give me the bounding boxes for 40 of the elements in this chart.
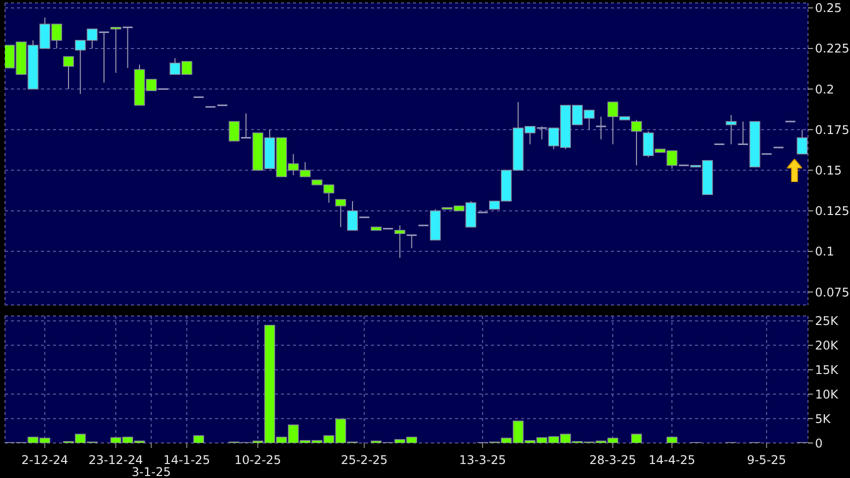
candlestick bbox=[240, 112, 252, 139]
candlestick bbox=[726, 114, 737, 145]
y-tick-label: 25K bbox=[815, 314, 840, 328]
candlestick bbox=[63, 56, 74, 90]
y-tick-label: 0.2 bbox=[815, 82, 834, 96]
candlestick bbox=[122, 26, 134, 68]
candlestick bbox=[98, 31, 110, 84]
y-tick-label: 5K bbox=[815, 412, 832, 426]
bar bbox=[666, 436, 678, 443]
x-tick-label: 3-1-25 bbox=[132, 465, 171, 478]
y-tick-label: 0.075 bbox=[815, 285, 850, 300]
candlestick bbox=[595, 116, 607, 140]
candlestick bbox=[536, 126, 548, 140]
bar bbox=[631, 434, 642, 443]
x-tick-label: 28-3-25 bbox=[589, 453, 636, 467]
y-tick-label: 15K bbox=[815, 362, 840, 377]
x-tick-label: 14-1-25 bbox=[163, 453, 210, 467]
candlestick bbox=[737, 121, 749, 146]
y-tick-label: 0 bbox=[815, 436, 823, 450]
y-tick-label: 0.225 bbox=[815, 42, 850, 56]
x-tick-label: 14-4-25 bbox=[648, 453, 696, 467]
x-tick-label: 10-2-25 bbox=[234, 453, 282, 467]
x-tick-label: 13-3-25 bbox=[459, 453, 506, 467]
y-tick-label: 20K bbox=[815, 338, 840, 353]
x-tick-label: 9-5-25 bbox=[746, 453, 786, 467]
y-tick-label: 10K bbox=[815, 387, 840, 402]
y-tick-label: 0.15 bbox=[815, 163, 842, 178]
candlestick bbox=[406, 234, 418, 249]
y-tick-label: 0.1 bbox=[815, 244, 834, 259]
candlestick bbox=[228, 121, 240, 142]
candlestick bbox=[631, 119, 642, 166]
y-tick-label: 0.175 bbox=[815, 122, 850, 137]
y-tick-label: 0.125 bbox=[815, 204, 850, 218]
x-tick-label: 25-2-25 bbox=[340, 453, 388, 467]
x-tick-label: 2-12-24 bbox=[21, 453, 68, 467]
candlestick bbox=[335, 198, 346, 228]
x-tick-label: 23-12-24 bbox=[88, 453, 143, 467]
bar bbox=[193, 435, 204, 443]
candlestick bbox=[394, 224, 406, 258]
y-tick-label: 0.25 bbox=[815, 1, 842, 16]
